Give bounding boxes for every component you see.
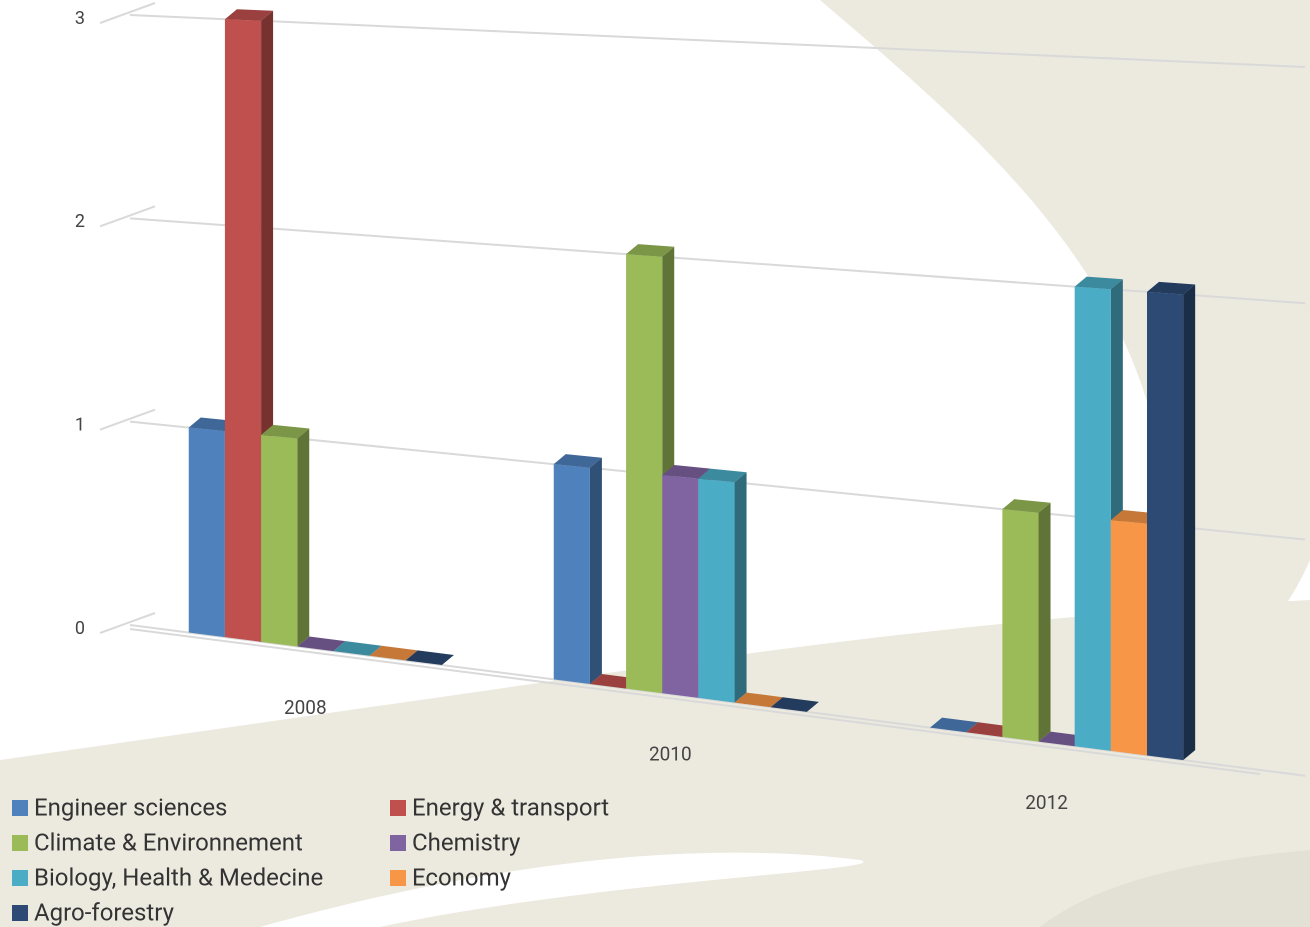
y-tick-label: 1 <box>75 414 85 435</box>
bar-front <box>261 434 298 647</box>
bar-top <box>261 424 310 439</box>
bar <box>1038 731 1087 747</box>
bar-top <box>224 9 274 21</box>
bar <box>1147 281 1196 761</box>
legend-label: Engineer sciences <box>34 793 227 821</box>
bar <box>770 697 819 712</box>
bar-top <box>930 717 979 733</box>
legend-swatch <box>12 905 28 921</box>
bar-front <box>1147 291 1184 761</box>
bar <box>966 722 1015 737</box>
bar <box>261 424 310 647</box>
y-tick-label: 3 <box>75 8 85 29</box>
bar-top <box>1110 510 1159 524</box>
legend-swatch <box>390 800 406 816</box>
bar-top <box>698 468 747 483</box>
y-tick-label: 2 <box>75 211 85 232</box>
bar <box>405 650 454 666</box>
bar-front <box>698 478 735 703</box>
bar-front <box>1002 509 1039 742</box>
x-tick-label: 2010 <box>649 743 692 766</box>
bar-front <box>1110 520 1147 756</box>
bar-top <box>966 722 1015 737</box>
bar <box>333 641 382 656</box>
grid-line <box>129 14 1306 68</box>
bar-front <box>626 254 663 694</box>
x-tick-label: 2008 <box>284 696 327 719</box>
bar-top <box>188 417 237 432</box>
bar-top <box>734 692 783 708</box>
x-tick-label: 2012 <box>1025 791 1068 814</box>
bar-side <box>297 428 310 647</box>
bar <box>369 645 418 661</box>
legend-swatch <box>390 835 406 851</box>
bar-front <box>188 427 225 638</box>
legend-label: Chemistry <box>412 828 521 856</box>
bar-side <box>589 457 602 685</box>
bar <box>734 692 783 708</box>
bar-top <box>1147 281 1196 295</box>
legend-label: Biology, Health & Medecine <box>34 863 323 891</box>
legend-label: Energy & transport <box>412 793 609 821</box>
bar <box>1002 499 1051 742</box>
bar <box>930 717 979 733</box>
legend-label: Agro-forestry <box>34 898 175 926</box>
legend-swatch <box>390 870 406 886</box>
legend-label: Climate & Environnement <box>34 828 303 856</box>
bar <box>698 468 747 703</box>
bar-front <box>553 464 590 685</box>
bar <box>553 454 602 685</box>
floor-line <box>129 628 1261 775</box>
bar-side <box>734 472 747 703</box>
bar-top <box>1074 276 1123 290</box>
grid-line-side <box>99 205 156 228</box>
bar-top <box>1038 731 1087 747</box>
bar-front <box>1074 286 1111 751</box>
legend-swatch <box>12 800 28 816</box>
bar-top <box>589 674 639 689</box>
bar-top <box>626 244 675 257</box>
bar-top <box>297 636 346 652</box>
bar-top <box>369 645 418 661</box>
bar <box>297 636 346 652</box>
bar <box>589 674 639 689</box>
bar-side <box>1183 284 1196 761</box>
legend-swatch <box>12 835 28 851</box>
bar-top <box>1002 499 1051 513</box>
grid-line-side <box>99 612 156 634</box>
y-tick-label: 0 <box>75 618 85 639</box>
bar-front <box>224 19 262 642</box>
bar-side <box>1038 502 1051 742</box>
bar-top <box>553 454 602 468</box>
grid-line-side <box>99 408 156 431</box>
bar-top <box>333 641 382 656</box>
grid-line-side <box>99 2 156 24</box>
bar-top <box>662 465 711 479</box>
bar-top <box>770 697 819 712</box>
bar-front <box>662 475 699 698</box>
bar-top <box>405 650 454 666</box>
legend-label: Economy <box>412 863 512 891</box>
legend-swatch <box>12 870 28 886</box>
